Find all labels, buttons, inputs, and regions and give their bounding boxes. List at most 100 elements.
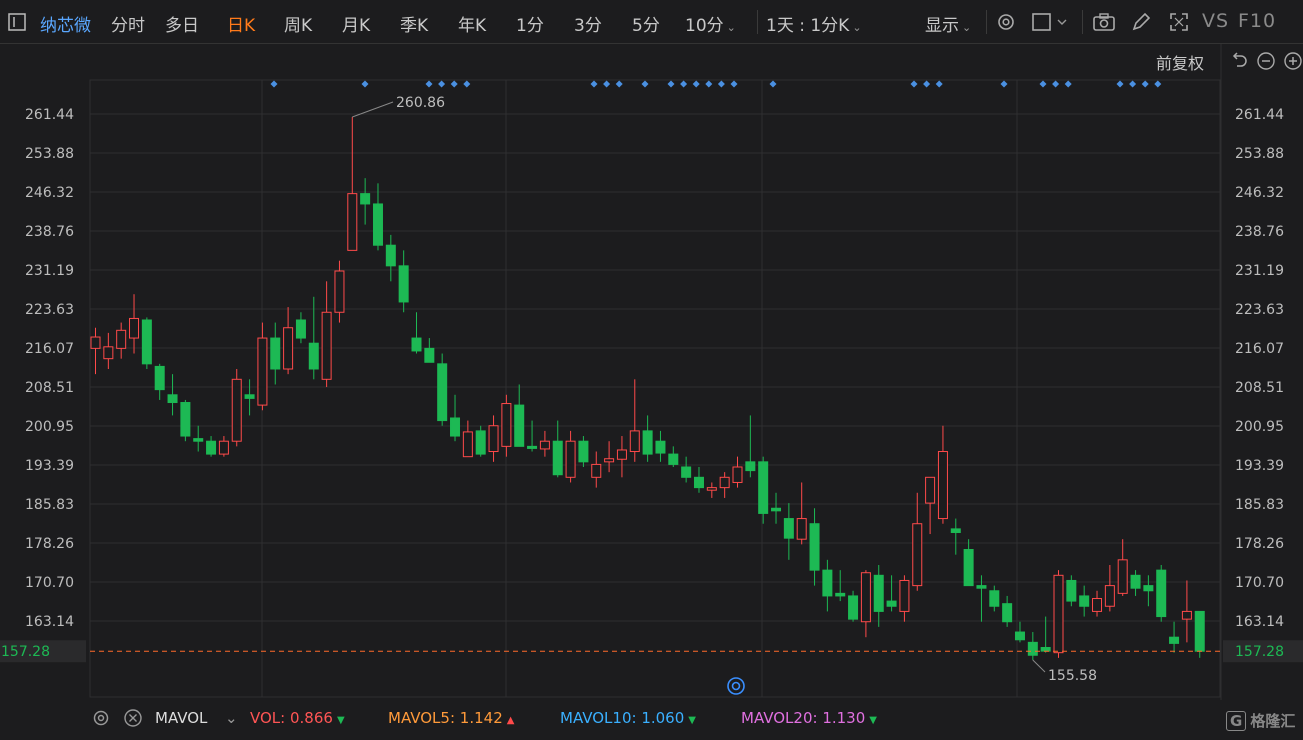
price-adjust-label[interactable]: 前复权 — [1156, 54, 1205, 73]
candle-body — [360, 193, 371, 205]
tab-1min[interactable]: 1分 — [516, 16, 544, 36]
period-combo[interactable]: 1天 : 1分K ⌄ — [766, 11, 862, 36]
candle — [771, 492, 782, 524]
tab-multiday[interactable]: 多日 — [165, 16, 199, 36]
candle — [1040, 616, 1051, 653]
undo-icon[interactable] — [1226, 48, 1252, 74]
watermark-text: 格隆汇 — [1250, 712, 1296, 730]
candle-body — [604, 458, 615, 463]
candle-body — [925, 476, 936, 504]
tab-yearly-k[interactable]: 年K — [458, 16, 487, 36]
tab-daily-k[interactable]: 日K — [227, 16, 256, 36]
candle-body — [796, 518, 807, 540]
event-marker-diamond — [590, 80, 598, 88]
last-price-tag-left — [0, 640, 86, 663]
event-marker-diamond — [603, 80, 611, 88]
candle-body — [270, 337, 281, 370]
candle-body — [1092, 598, 1103, 612]
candles — [90, 116, 1205, 660]
candle — [1181, 580, 1192, 643]
y-tick-label: 238.76 — [1235, 224, 1284, 240]
candle-body — [1156, 569, 1167, 618]
candle-body — [886, 600, 897, 607]
pencil-icon[interactable] — [1128, 9, 1154, 35]
y-tick-label: 223.63 — [1235, 302, 1284, 318]
candle — [257, 322, 268, 411]
tab-quarterly-k[interactable]: 季K — [400, 16, 429, 36]
candle-body — [655, 440, 666, 454]
y-tick-label: 216.07 — [25, 341, 74, 357]
display-menu[interactable]: 显示 ⌄ — [925, 11, 971, 36]
vol-readout: VOL: 0.866 ▼ — [250, 709, 345, 727]
vs-button[interactable]: VS — [1202, 10, 1230, 32]
y-tick-label: 246.32 — [25, 185, 74, 201]
candle-body — [950, 528, 961, 533]
candle — [360, 178, 371, 225]
tab-3min[interactable]: 3分 — [574, 16, 602, 36]
mavol5-value: 1.142 — [459, 709, 503, 727]
target-icon — [727, 677, 745, 695]
watermark-logo: G 格隆汇 — [1226, 710, 1295, 731]
candle — [514, 384, 525, 447]
candle — [822, 559, 833, 612]
candle-body — [1066, 579, 1077, 602]
last-price-label-left: 157.28 — [1, 644, 50, 660]
y-tick-label: 231.19 — [25, 263, 74, 279]
candle — [860, 570, 871, 638]
candle-body — [835, 592, 846, 597]
close-icon[interactable] — [120, 705, 146, 731]
candle — [283, 307, 294, 375]
candle-body — [437, 363, 448, 422]
candlestick-chart[interactable]: 261.44 253.88 246.32 238.76 231.19 223.63 216.… — [0, 44, 1303, 700]
candle — [937, 425, 948, 524]
candle — [642, 415, 653, 462]
f10-button[interactable]: F10 — [1238, 10, 1277, 32]
zoom-in-icon[interactable] — [1280, 48, 1303, 74]
candle-body — [873, 574, 884, 612]
tab-weekly-k[interactable]: 周K — [284, 16, 313, 36]
fullscreen-icon[interactable] — [1166, 9, 1192, 35]
candle-body — [591, 463, 602, 478]
candle-body — [193, 438, 204, 442]
candle-body — [899, 579, 910, 612]
candle — [835, 570, 846, 602]
gear-icon[interactable] — [993, 9, 1019, 35]
tab-intraday[interactable]: 分时 — [111, 16, 145, 36]
vol-value: 0.866 — [290, 709, 333, 727]
indicator-name[interactable]: MAVOL — [155, 709, 208, 727]
candle-body — [283, 327, 294, 370]
sidebar-toggle-icon[interactable] — [4, 9, 30, 35]
event-marker-diamond — [730, 80, 738, 88]
zoom-out-icon[interactable] — [1253, 48, 1279, 74]
candle — [1014, 621, 1025, 643]
y-tick-label: 261.44 — [1235, 107, 1284, 123]
candle-body — [745, 461, 756, 472]
tab-5min[interactable]: 5分 — [632, 16, 660, 36]
camera-icon[interactable] — [1091, 9, 1117, 35]
candle-body — [129, 317, 140, 339]
candle — [180, 399, 191, 442]
candle-body — [1027, 641, 1038, 656]
tab-10min[interactable]: 10分 ⌄ — [685, 11, 736, 36]
y-tick-label: 185.83 — [1235, 497, 1284, 513]
chevron-down-icon[interactable]: ⌄ — [225, 709, 238, 727]
candle-body — [1169, 636, 1180, 644]
candle — [475, 425, 486, 457]
candle — [565, 430, 576, 483]
candle-body — [912, 523, 923, 587]
candle — [1079, 585, 1090, 617]
event-marker-diamond — [1129, 80, 1137, 88]
tab-monthly-k[interactable]: 月K — [342, 16, 371, 36]
gear-icon[interactable] — [88, 705, 114, 731]
mavol10-value: 1.060 — [641, 709, 685, 727]
layout-menu[interactable] — [1030, 9, 1072, 35]
candle-body — [758, 461, 769, 514]
target-icon-ring — [727, 677, 745, 695]
candle-body — [488, 425, 499, 453]
candle — [950, 518, 961, 555]
y-tick-label: 178.26 — [25, 536, 74, 552]
mavol20-readout: MAVOL20: 1.130 ▼ — [741, 709, 877, 727]
candle — [527, 420, 538, 452]
stock-name[interactable]: 纳芯微 — [40, 16, 91, 36]
candle-body — [719, 476, 730, 489]
